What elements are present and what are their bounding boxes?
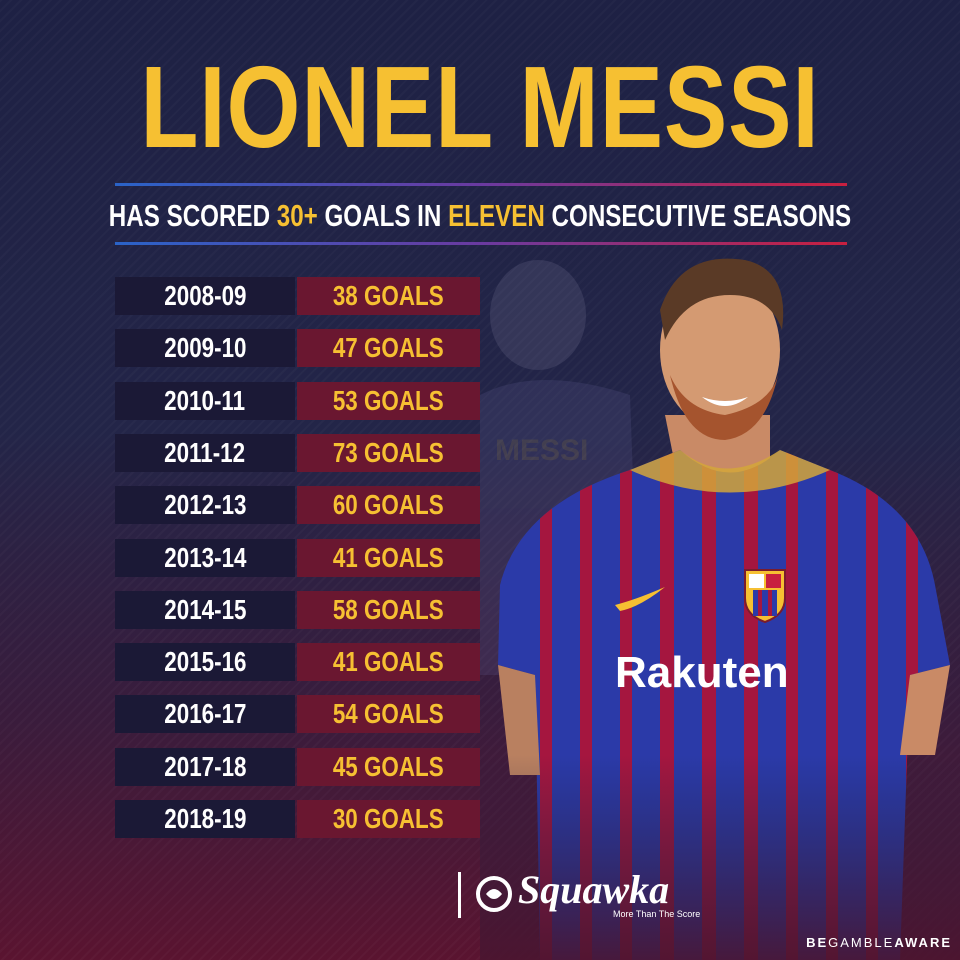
brand-divider bbox=[458, 872, 461, 918]
goals-label: 73 GOALS bbox=[333, 436, 444, 468]
season-label: 2014-15 bbox=[163, 593, 247, 625]
season-label: 2012-13 bbox=[163, 489, 247, 521]
goals-label: 41 GOALS bbox=[333, 646, 444, 678]
season-label: 2013-14 bbox=[163, 541, 247, 573]
table-row: 2017-18 45 GOALS bbox=[115, 747, 480, 786]
season-cell: 2014-15 bbox=[115, 590, 295, 629]
divider-top bbox=[115, 183, 847, 186]
gamble-aware-footer: BEGAMBLEAWARE bbox=[806, 935, 952, 950]
table-row: 2011-12 73 GOALS bbox=[115, 433, 480, 472]
subtitle: HAS SCORED 30+ GOALS IN ELEVEN CONSECUTI… bbox=[106, 196, 855, 236]
goals-label: 41 GOALS bbox=[333, 541, 444, 573]
goals-label: 38 GOALS bbox=[333, 280, 444, 311]
footer-be: BE bbox=[806, 935, 829, 950]
head bbox=[660, 272, 780, 428]
season-cell: 2009-10 bbox=[115, 329, 295, 368]
goals-cell: 53 GOALS bbox=[297, 381, 480, 420]
fcb-crest-icon bbox=[744, 569, 786, 624]
season-cell: 2008-09 bbox=[115, 277, 295, 315]
season-label: 2011-12 bbox=[164, 436, 246, 468]
goals-label: 47 GOALS bbox=[333, 332, 444, 364]
swoosh-icon bbox=[615, 587, 665, 611]
season-label: 2009-10 bbox=[163, 332, 247, 364]
season-cell: 2016-17 bbox=[115, 695, 295, 734]
footer-aware: AWARE bbox=[894, 935, 952, 950]
season-label: 2015-16 bbox=[163, 646, 247, 678]
season-cell: 2012-13 bbox=[115, 486, 295, 525]
hair bbox=[660, 258, 784, 340]
subtitle-highlight-count: ELEVEN bbox=[448, 198, 545, 233]
goals-cell: 58 GOALS bbox=[297, 590, 480, 629]
goals-label: 60 GOALS bbox=[333, 489, 444, 521]
brand-tagline: More Than The Score bbox=[613, 909, 701, 919]
table-row: 2013-14 41 GOALS bbox=[115, 538, 480, 577]
goals-cell: 73 GOALS bbox=[297, 433, 480, 472]
table-row: 2016-17 54 GOALS bbox=[115, 695, 480, 734]
shirt-back-name: MESSI bbox=[495, 434, 588, 467]
table-row: 2009-10 47 GOALS bbox=[115, 329, 480, 368]
goals-cell: 41 GOALS bbox=[297, 538, 480, 577]
right-arm bbox=[900, 665, 950, 755]
season-cell: 2017-18 bbox=[115, 747, 295, 786]
beard bbox=[670, 375, 778, 440]
subtitle-part2: GOALS IN bbox=[317, 198, 449, 233]
season-cell: 2011-12 bbox=[115, 433, 295, 472]
page-title: LIONEL MESSI bbox=[140, 42, 820, 172]
season-cell: 2015-16 bbox=[115, 643, 295, 682]
table-row: 2010-11 53 GOALS bbox=[115, 381, 480, 420]
footer-gamble: GAMBLE bbox=[828, 935, 895, 950]
table-row: 2018-19 30 GOALS bbox=[115, 800, 480, 838]
player-photo: MESSI bbox=[480, 258, 960, 960]
brand-block: Squawka More Than The Score bbox=[458, 868, 728, 920]
goals-label: 58 GOALS bbox=[333, 593, 444, 625]
divider-bottom bbox=[115, 242, 847, 245]
brand-name: Squawka bbox=[518, 867, 670, 912]
left-arm bbox=[498, 665, 540, 775]
subtitle-highlight-goals: 30+ bbox=[276, 198, 318, 233]
goals-cell: 45 GOALS bbox=[297, 747, 480, 786]
season-label: 2017-18 bbox=[163, 750, 247, 782]
goals-cell: 60 GOALS bbox=[297, 486, 480, 525]
table-row: 2015-16 41 GOALS bbox=[115, 643, 480, 682]
table-row: 2012-13 60 GOALS bbox=[115, 486, 480, 525]
subtitle-part3: CONSECUTIVE SEASONS bbox=[544, 198, 852, 233]
subtitle-part1: HAS SCORED bbox=[108, 198, 277, 233]
goals-label: 45 GOALS bbox=[333, 750, 444, 782]
table-row: 2014-15 58 GOALS bbox=[115, 590, 480, 629]
season-label: 2018-19 bbox=[163, 803, 247, 834]
season-cell: 2010-11 bbox=[115, 381, 295, 420]
goals-cell: 41 GOALS bbox=[297, 643, 480, 682]
goals-cell: 38 GOALS bbox=[297, 277, 480, 315]
goals-label: 53 GOALS bbox=[333, 384, 444, 416]
goals-label: 30 GOALS bbox=[333, 803, 444, 834]
season-label: 2008-09 bbox=[163, 280, 247, 311]
shirt-sponsor: Rakuten bbox=[615, 648, 789, 697]
season-cell: 2013-14 bbox=[115, 538, 295, 577]
squawka-logo-icon bbox=[476, 876, 512, 912]
goals-cell: 47 GOALS bbox=[297, 329, 480, 368]
season-label: 2010-11 bbox=[164, 384, 246, 416]
season-label: 2016-17 bbox=[163, 698, 247, 730]
table-row: 2008-09 38 GOALS bbox=[115, 277, 480, 315]
season-cell: 2018-19 bbox=[115, 800, 295, 838]
goals-label: 54 GOALS bbox=[333, 698, 444, 730]
goals-cell: 54 GOALS bbox=[297, 695, 480, 734]
goals-cell: 30 GOALS bbox=[297, 800, 480, 838]
